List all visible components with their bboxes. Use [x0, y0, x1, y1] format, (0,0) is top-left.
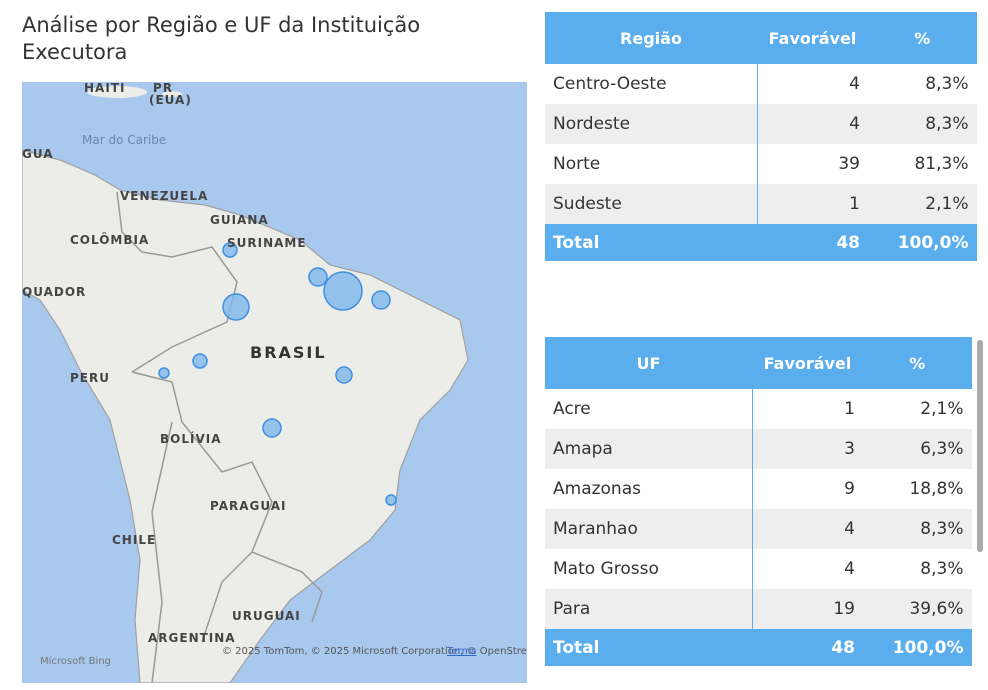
bubble[interactable] — [308, 267, 328, 287]
map-attribution: © 2025 TomTom, © 2025 Microsoft Corporat… — [222, 646, 527, 657]
cell: Nordeste — [545, 104, 758, 144]
cell: 4 — [844, 559, 855, 579]
cell: 8,3% — [863, 509, 972, 549]
table-row: Nordeste 4 8,3% — [545, 104, 977, 144]
total-cell: 48 — [752, 629, 863, 666]
map-label: GUIANA — [210, 213, 269, 227]
map-label: HAITI — [84, 82, 125, 95]
border — [116, 191, 238, 373]
table-row: Norte 39 81,3% — [545, 144, 977, 184]
cell: 8,3% — [868, 104, 977, 144]
total-cell: 48 — [757, 224, 868, 261]
table-row: Centro-Oeste 4 8,3% — [545, 64, 977, 104]
cell: Maranhao — [545, 509, 753, 549]
scrollbar[interactable] — [977, 340, 983, 552]
island — [87, 86, 147, 98]
cell: 1 — [757, 184, 868, 224]
bubble[interactable] — [192, 353, 208, 369]
cell: 8,3% — [920, 559, 964, 579]
map-label: URUGUAI — [232, 609, 301, 623]
cell: Amapa — [545, 429, 753, 469]
table-row: Amapa 3 6,3% — [545, 429, 972, 469]
bubble[interactable] — [335, 366, 353, 384]
bubble[interactable] — [222, 242, 238, 258]
bubbles — [158, 242, 397, 506]
cell: Norte — [545, 144, 758, 184]
cell: 19 — [752, 589, 863, 629]
island — [162, 91, 182, 97]
cell: 8,3% — [925, 74, 969, 94]
bubble[interactable] — [371, 290, 391, 310]
border — [131, 371, 273, 643]
cell: 4 — [752, 509, 863, 549]
map-label: BOLÍVIA — [160, 431, 222, 446]
table-row: Mato Grosso 4 8,3% — [545, 549, 972, 589]
uf-table: UF Favorável% Acre 1 2,1% Amapa 3 6,3% Amazonas 9… — [545, 337, 972, 666]
cell: 1 — [844, 399, 855, 419]
table-row: Amazonas 9 18,8% — [545, 469, 972, 509]
total-row: Total 48 100,0% — [545, 629, 972, 666]
total-cell: 100,0% — [863, 629, 972, 666]
column-header[interactable]: % — [868, 12, 977, 64]
column-header[interactable]: Favorável — [757, 12, 868, 64]
cell: Para — [545, 589, 753, 629]
table-row: Maranhao 4 8,3% — [545, 509, 972, 549]
map-label: GUA — [22, 147, 54, 161]
cell: 4 — [757, 104, 868, 144]
table-row: Acre 1 2,1% — [545, 389, 972, 429]
header-row: UF Favorável% — [545, 337, 972, 389]
header-row: Região Favorável% — [545, 12, 977, 64]
bubble[interactable] — [323, 271, 363, 311]
table-row: Para 19 39,6% — [545, 589, 972, 629]
cell: 2,1% — [868, 184, 977, 224]
map-label: CHILE — [112, 533, 156, 547]
cell: 2,1% — [920, 399, 964, 419]
column-header[interactable]: Favorável — [752, 337, 863, 389]
map-label: COLÔMBIA — [70, 232, 149, 247]
region-table: Região Favorável% Centro-Oeste 4 8,3% Nordest… — [545, 12, 977, 261]
cell: 39,6% — [863, 589, 972, 629]
visual-title: Análise por Região e UF da Instituição E… — [22, 13, 421, 64]
map-label: PARAGUAI — [210, 499, 286, 513]
cell: 39 — [838, 154, 860, 174]
cell: 3 — [752, 429, 863, 469]
map-label: SURINAME — [227, 236, 307, 250]
map-label: Mar do Caribe — [82, 133, 166, 147]
bubble[interactable] — [222, 293, 250, 321]
map-label: BRASIL — [250, 343, 327, 362]
map-label: VENEZUELA — [120, 189, 208, 203]
cell: Sudeste — [545, 184, 758, 224]
cell: 9 — [844, 479, 855, 499]
map-label: PERU — [70, 371, 110, 385]
cell: Acre — [545, 389, 753, 429]
map-label: ARGENTINA — [148, 631, 236, 645]
table-row: Sudeste 1 2,1% — [545, 184, 977, 224]
cell: 81,3% — [914, 154, 969, 174]
border — [151, 421, 173, 683]
column-header[interactable]: UF — [545, 337, 752, 389]
column-header[interactable]: % — [863, 337, 972, 389]
cell: Centro-Oeste — [545, 64, 758, 104]
bubble[interactable] — [385, 494, 397, 506]
bubble[interactable] — [262, 418, 282, 438]
cell: Amazonas — [545, 469, 753, 509]
cell: 4 — [849, 74, 860, 94]
cell: 18,8% — [909, 479, 964, 499]
map-label: PR — [153, 82, 173, 95]
cell: 6,3% — [863, 429, 972, 469]
map-logo: Microsoft Bing — [40, 656, 111, 667]
total-cell: Total — [545, 224, 758, 261]
map-label: (EUA) — [149, 93, 192, 107]
total-row: Total 48 100,0% — [545, 224, 977, 261]
map-label: QUADOR — [22, 285, 86, 299]
total-cell: 100,0% — [868, 224, 977, 261]
column-header[interactable]: Região — [545, 12, 757, 64]
bubble[interactable] — [158, 367, 170, 379]
total-cell: Total — [545, 629, 753, 666]
map[interactable]: HAITI PR(EUA) Mar do Caribe GUA VENEZUELAGUI… — [22, 82, 527, 683]
border — [251, 551, 323, 623]
map-terms[interactable]: Terms — [446, 646, 476, 657]
cell: Mato Grosso — [545, 549, 753, 589]
